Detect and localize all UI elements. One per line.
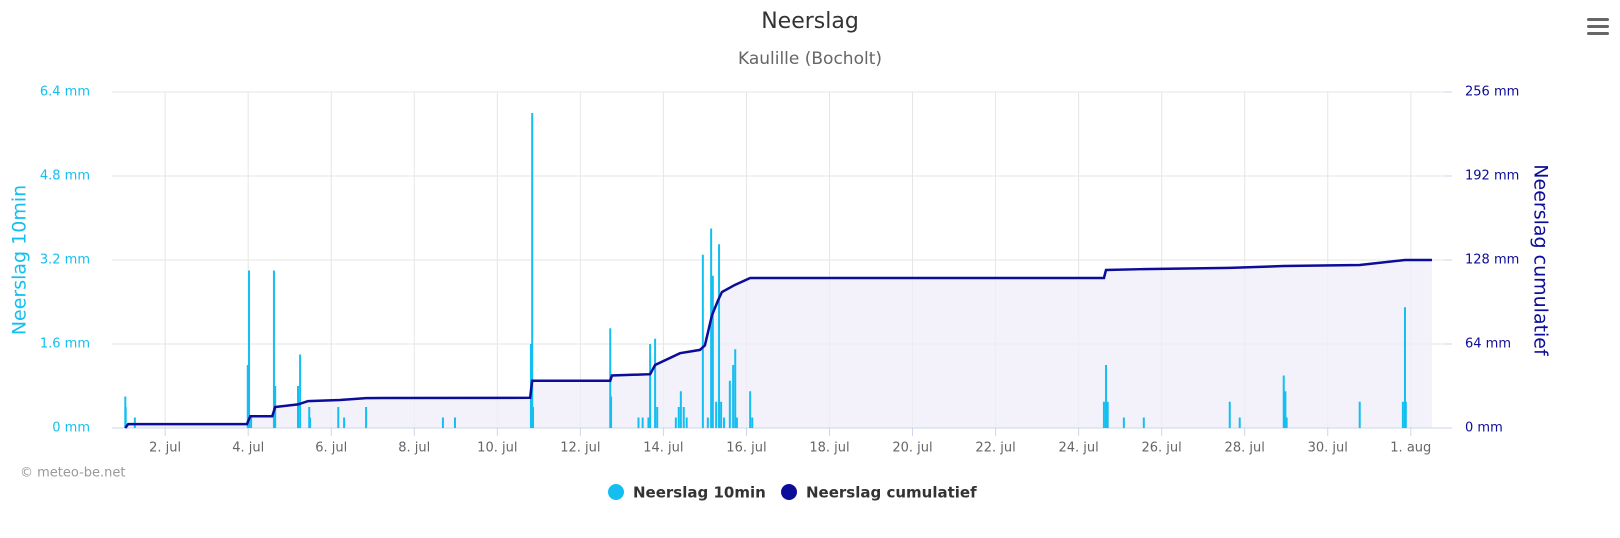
bar <box>637 417 640 428</box>
bar <box>1358 401 1361 428</box>
bar <box>656 407 659 428</box>
bar <box>133 417 136 428</box>
legend-marker <box>608 484 624 500</box>
x-tick-label: 30. jul <box>1308 441 1348 456</box>
bar <box>679 391 682 428</box>
bar <box>299 354 302 428</box>
bar <box>1102 401 1105 428</box>
y-axis-title: Neerslag 10min <box>9 185 31 335</box>
bar <box>441 417 444 428</box>
chart-subtitle: Kaulille (Bocholt) <box>738 49 882 69</box>
x-tick-label: 2. jul <box>149 441 181 456</box>
bar <box>749 391 752 428</box>
chart-title: Neerslag <box>761 9 859 34</box>
bar <box>1122 417 1125 428</box>
bar <box>1238 417 1241 428</box>
bar <box>1228 401 1231 428</box>
y2-tick-label: 128 mm <box>1465 253 1519 268</box>
bar <box>677 407 680 428</box>
x-tick-label: 20. jul <box>892 441 932 456</box>
bar <box>1401 401 1404 428</box>
bar <box>1284 391 1287 428</box>
y2-tick-label: 0 mm <box>1465 421 1503 436</box>
x-tick-label: 22. jul <box>975 441 1015 456</box>
legend-marker <box>781 484 797 500</box>
bar <box>685 417 688 428</box>
bar <box>735 417 738 428</box>
bar <box>453 417 456 428</box>
bar <box>706 417 709 428</box>
bar <box>309 417 312 428</box>
bar <box>343 417 346 428</box>
x-tick-label: 1. aug <box>1390 441 1431 456</box>
x-tick-label: 28. jul <box>1225 441 1265 456</box>
bar <box>1403 307 1406 428</box>
bar <box>654 338 657 428</box>
bar <box>641 417 644 428</box>
bar <box>720 401 723 428</box>
x-tick-label: 14. jul <box>643 441 683 456</box>
bar <box>710 228 713 428</box>
y2-tick-label: 64 mm <box>1465 337 1511 352</box>
bar <box>728 380 731 428</box>
bar <box>250 417 253 428</box>
x-tick-label: 18. jul <box>809 441 849 456</box>
legend-label: Neerslag cumulatief <box>806 484 977 502</box>
bar <box>246 365 249 428</box>
x-tick-label: 8. jul <box>398 441 430 456</box>
line <box>124 258 1432 429</box>
legend-label: Neerslag 10min <box>633 484 766 502</box>
y-tick-label: 1.6 mm <box>40 337 90 352</box>
credit: © meteo-be.net <box>20 466 126 481</box>
bar <box>715 401 718 428</box>
bar <box>1282 375 1285 428</box>
x-tick-label: 16. jul <box>726 441 766 456</box>
bar <box>272 270 275 428</box>
bar <box>531 113 534 428</box>
bar <box>649 344 652 428</box>
bar <box>674 417 677 428</box>
x-tick-label: 6. jul <box>315 441 347 456</box>
y2-tick-label: 256 mm <box>1465 85 1519 100</box>
x-tick-label: 26. jul <box>1142 441 1182 456</box>
y2-axis-title: Neerslag cumulatief <box>1530 164 1552 357</box>
bar <box>124 407 127 428</box>
bar <box>1404 401 1407 428</box>
bar <box>610 396 613 428</box>
bar <box>1142 417 1145 428</box>
bar <box>647 417 650 428</box>
bar <box>718 244 721 428</box>
bar <box>734 349 737 428</box>
x-tick-label: 10. jul <box>477 441 517 456</box>
bar <box>723 417 726 428</box>
bar <box>682 407 685 428</box>
bar <box>365 407 368 428</box>
bar <box>532 407 535 428</box>
bar <box>732 365 735 428</box>
bar <box>1105 365 1108 428</box>
bar <box>337 407 340 428</box>
bar <box>751 417 754 428</box>
y-tick-label: 4.8 mm <box>40 169 90 184</box>
bar <box>701 254 704 428</box>
bar <box>248 270 251 428</box>
bar <box>1106 401 1109 428</box>
x-tick-label: 12. jul <box>560 441 600 456</box>
menu-icon[interactable] <box>1587 18 1609 35</box>
y-tick-label: 3.2 mm <box>40 253 90 268</box>
x-tick-label: 4. jul <box>232 441 264 456</box>
y-tick-label: 0 mm <box>52 421 90 436</box>
bar <box>711 275 714 428</box>
y2-tick-label: 192 mm <box>1465 169 1519 184</box>
y-tick-label: 6.4 mm <box>40 85 90 100</box>
bar <box>297 386 300 428</box>
bar <box>1285 417 1288 428</box>
x-tick-label: 24. jul <box>1058 441 1098 456</box>
